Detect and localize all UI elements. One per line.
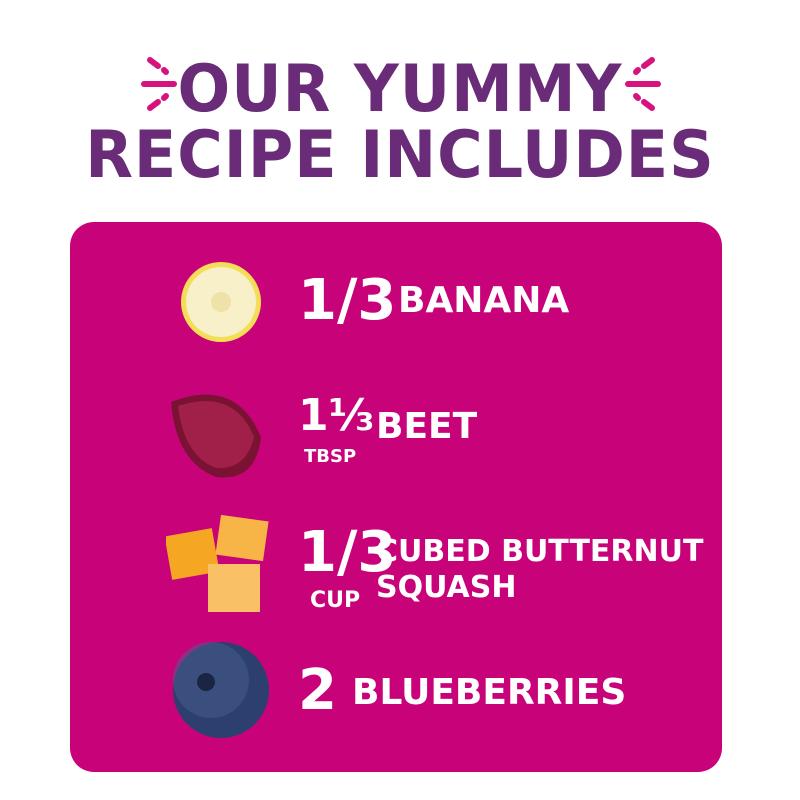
unit: CUP [310, 588, 361, 613]
beet-icon [171, 394, 261, 478]
ingredient-row-squash: 1/3 CUP CUBED BUTTERNUT SQUASH [70, 512, 722, 622]
recipe-card: 1/3 BANANA 1⅓ TBSP BEET 1/3 CUP CUBED BU… [70, 222, 722, 772]
ingredient-name: BLUEBERRIES [352, 672, 627, 713]
ingredient-row-banana: 1/3 BANANA [70, 252, 722, 362]
ingredient-row-blueberry: 2 BLUEBERRIES [70, 642, 722, 752]
title-line-1: OUR YUMMY [177, 50, 623, 127]
burst-left-icon [141, 57, 177, 111]
ingredient-name-line-1: CUBED BUTTERNUT [376, 534, 704, 569]
burst-right-icon [625, 57, 661, 111]
quantity: 1/3 [298, 268, 397, 333]
quantity: 2 [298, 658, 337, 723]
blueberry-icon [173, 642, 269, 738]
ingredient-row-beet: 1⅓ TBSP BEET [70, 382, 722, 492]
title-line-2: RECIPE INCLUDES [85, 116, 715, 193]
ingredient-name-line-2: SQUASH [376, 570, 517, 605]
unit: TBSP [304, 446, 357, 467]
quantity: 1⅓ [298, 390, 375, 441]
butternut-squash-cubes-icon [166, 514, 269, 612]
ingredient-name: BEET [376, 406, 478, 447]
quantity: 1/3 [298, 520, 397, 585]
banana-slice-icon [181, 262, 261, 342]
ingredient-name: BANANA [398, 280, 570, 321]
